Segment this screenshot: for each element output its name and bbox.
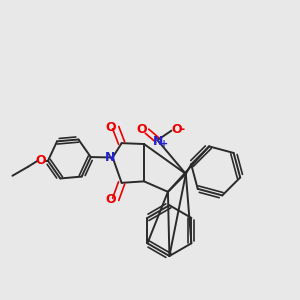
Text: O: O [106,121,116,134]
Text: N: N [105,151,116,164]
Text: O: O [136,123,147,136]
Text: O: O [35,154,46,167]
Text: O: O [106,193,116,206]
Text: -: - [179,124,184,136]
Text: O: O [172,123,182,136]
Text: +: + [160,139,168,149]
Text: N: N [153,135,164,148]
